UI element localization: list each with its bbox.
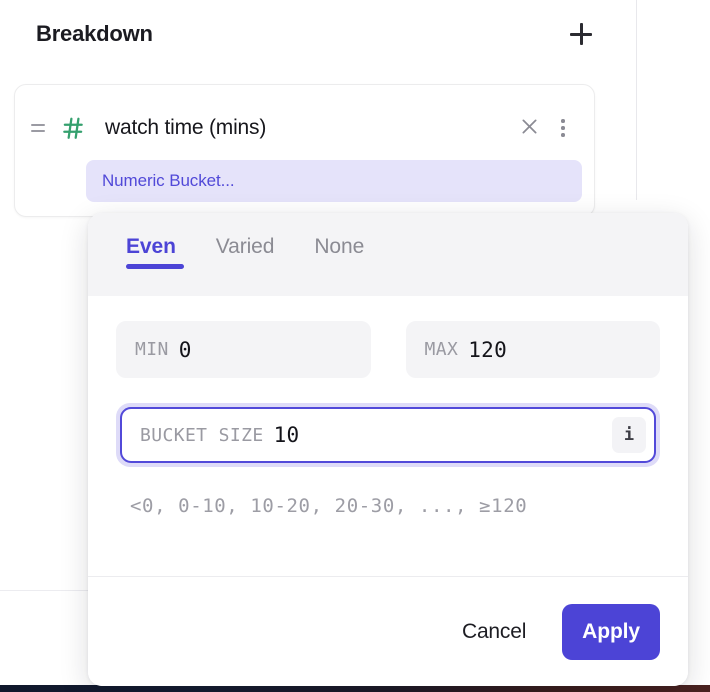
min-value: 0 (178, 337, 192, 362)
tab-varied[interactable]: Varied (216, 235, 291, 281)
panel-divider-vertical (636, 0, 637, 200)
breakdown-field-name: watch time (mins) (105, 116, 267, 139)
numeric-bucket-popover: Even Varied None MIN 0 MAX 120 BUCKET SI… (88, 213, 688, 686)
tab-none[interactable]: None (314, 235, 380, 281)
bucket-mode-tabs: Even Varied None (88, 213, 688, 296)
breakdown-menu-button[interactable] (546, 111, 580, 145)
close-icon (519, 116, 540, 140)
numeric-bucket-chip[interactable]: Numeric Bucket... (86, 160, 582, 202)
max-label: MAX (424, 339, 459, 360)
apply-button[interactable]: Apply (562, 603, 660, 660)
min-label: MIN (135, 339, 169, 360)
bucket-preview-text: <0, 0-10, 10-20, 20-30, ..., ≥120 (130, 495, 528, 517)
breakdown-card-row: watch time (mins) (15, 85, 594, 171)
bottom-edge-strip (0, 685, 710, 692)
numeric-bucket-chip-label: Numeric Bucket... (102, 171, 235, 190)
bucket-size-focus-ring: BUCKET SIZE 10 i (116, 403, 660, 467)
bucket-size-value: 10 (273, 423, 300, 447)
kebab-menu-icon (561, 119, 565, 137)
max-value: 120 (468, 337, 508, 362)
popover-body: MIN 0 MAX 120 BUCKET SIZE 10 i <0, 0-10,… (88, 296, 688, 576)
hash-icon (59, 114, 87, 142)
breakdown-header: Breakdown (14, 8, 614, 60)
info-icon[interactable]: i (612, 417, 646, 453)
popover-footer: Cancel Apply (88, 576, 688, 686)
min-input[interactable]: MIN 0 (116, 321, 371, 378)
bucket-size-label: BUCKET SIZE (140, 424, 264, 446)
add-breakdown-button[interactable] (564, 17, 598, 51)
bucket-size-input[interactable]: BUCKET SIZE 10 i (120, 407, 656, 463)
tab-even[interactable]: Even (126, 235, 192, 281)
min-max-row: MIN 0 MAX 120 (116, 321, 660, 378)
plus-icon (570, 23, 592, 45)
drag-handle-icon[interactable] (31, 118, 47, 138)
cancel-button[interactable]: Cancel (448, 610, 540, 654)
max-input[interactable]: MAX 120 (405, 321, 660, 378)
page-title: Breakdown (36, 21, 153, 46)
remove-breakdown-button[interactable] (512, 111, 546, 145)
